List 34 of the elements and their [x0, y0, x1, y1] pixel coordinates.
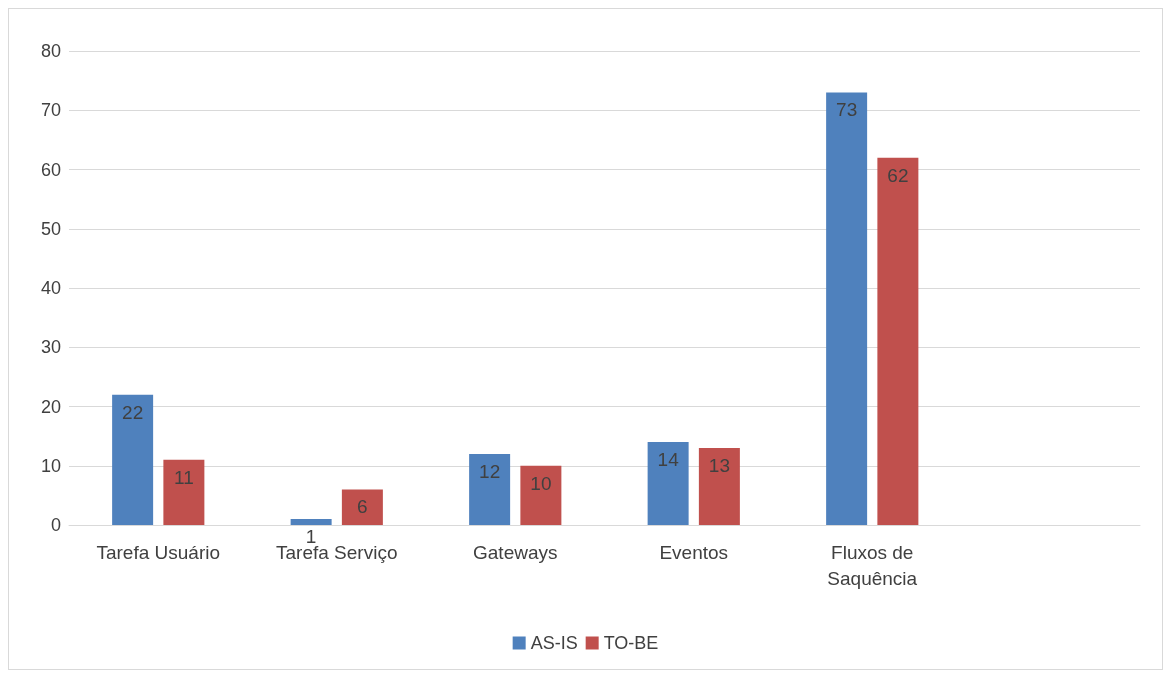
y-tick-label: 30	[40, 337, 61, 358]
bar	[877, 157, 919, 525]
bar	[647, 442, 689, 525]
x-tick-label: Gateways	[473, 541, 558, 563]
bar	[698, 447, 740, 525]
bar	[112, 394, 154, 525]
x-tick-label: Tarefa Usuário	[96, 541, 221, 563]
data-label: 10	[530, 472, 552, 494]
y-tick-label: 60	[40, 159, 61, 180]
legend-label: AS-IS	[530, 633, 578, 653]
data-label: 13	[708, 454, 730, 476]
bar	[520, 465, 562, 525]
y-tick-label: 80	[40, 41, 61, 61]
legend-label: TO-BE	[603, 633, 659, 653]
y-tick-label: 50	[40, 218, 61, 239]
data-label: 73	[836, 99, 858, 121]
bar	[469, 453, 511, 525]
x-tick-label: Fluxos de Saquência	[827, 541, 918, 589]
x-tick-label: Eventos	[659, 541, 729, 563]
bar	[826, 92, 868, 525]
y-tick-label: 40	[40, 278, 61, 298]
data-label: 22	[122, 401, 144, 423]
y-tick-label: 0	[50, 515, 61, 535]
y-tick-label: 20	[40, 396, 61, 417]
data-label: 14	[657, 449, 680, 471]
y-tick-label: 70	[40, 100, 61, 121]
data-label: 6	[357, 496, 368, 518]
bar	[341, 489, 383, 525]
data-label: 12	[479, 460, 501, 482]
data-label: 62	[887, 164, 909, 186]
data-label: 11	[174, 466, 194, 488]
bar	[290, 519, 332, 525]
bar	[163, 459, 205, 525]
y-tick-label: 10	[40, 455, 61, 476]
